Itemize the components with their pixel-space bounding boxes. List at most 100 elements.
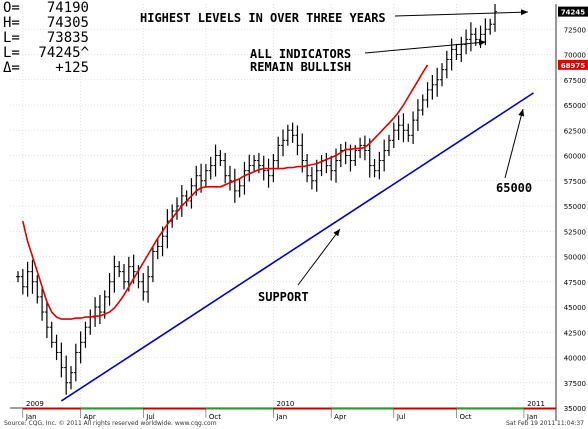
price-bar	[420, 94, 425, 116]
y-tick-label: 55000	[564, 203, 586, 211]
month-label: Jan	[275, 413, 287, 421]
price-bar	[488, 18, 493, 35]
price-bar	[83, 321, 88, 348]
period-strip	[273, 408, 332, 410]
month-label: Oct	[459, 413, 471, 421]
price-bar	[223, 152, 228, 184]
price-bar	[242, 161, 247, 195]
quote-box: O= 74190 H= 74305 L= 73835 L= 74245^ Δ= +125	[3, 1, 89, 76]
price-bar	[314, 159, 319, 192]
time-axis: Jan Apr Jul Oct Jan Apr Jul Oct Jan 2009 2010 2011	[10, 400, 556, 421]
price-bar	[266, 158, 271, 188]
support-trendline	[60, 92, 534, 402]
month-label: Jan	[25, 413, 37, 421]
year-label: 2010	[277, 400, 295, 408]
price-bar	[290, 122, 295, 143]
period-strip	[80, 408, 144, 410]
price-bar	[112, 255, 117, 293]
month-label: Apr	[334, 413, 346, 421]
y-tick-label: 57500	[564, 178, 586, 186]
y-tick-label: 65000	[564, 102, 586, 110]
price-bar	[20, 269, 25, 295]
y-tick-label: 47500	[564, 279, 586, 287]
price-bar	[382, 139, 387, 172]
price-bar	[444, 50, 449, 79]
month-label: Jul	[396, 413, 406, 421]
annotation-65000: 65000	[496, 181, 532, 195]
y-tick-label: 60000	[564, 153, 586, 161]
quote-open: O= 74190	[3, 0, 89, 16]
price-bar	[430, 74, 435, 100]
arrow-65000	[504, 108, 525, 179]
period-strip	[456, 408, 524, 410]
price-bar	[281, 129, 285, 157]
quote-low: L= 73835	[3, 30, 89, 46]
price-bar	[155, 238, 160, 260]
footer-timestamp: Sat Feb 19 2011 11:04:37	[506, 420, 584, 427]
period-strip	[523, 408, 556, 410]
month-label: Apr	[84, 413, 96, 421]
price-bar	[372, 159, 377, 178]
price-bar	[449, 38, 454, 71]
price-bar	[213, 144, 218, 177]
price-bar	[435, 67, 440, 97]
price-bar	[73, 343, 78, 382]
year-label: 2011	[527, 400, 545, 408]
ma-price-box-bg	[558, 59, 588, 70]
price-bar	[377, 151, 382, 180]
price-bar	[285, 124, 290, 146]
price-bar	[454, 43, 459, 60]
price-bar	[425, 82, 430, 108]
price-bar	[189, 178, 194, 209]
price-bar	[440, 63, 444, 87]
price-bar	[338, 143, 343, 168]
price-bar	[25, 261, 30, 297]
price-bar	[117, 261, 122, 278]
price-bar	[218, 150, 223, 167]
arrow-highest-levels	[394, 9, 529, 17]
y-tick-label: 42500	[564, 329, 586, 337]
price-bar	[69, 366, 73, 390]
month-label: Jul	[145, 413, 155, 421]
price-bar	[150, 245, 155, 283]
price-bar	[203, 164, 208, 188]
y-tick-label: 70000	[564, 52, 586, 60]
y-tick-label: 40000	[564, 355, 586, 363]
period-strip	[205, 408, 274, 410]
price-bar	[391, 122, 396, 148]
price-bar	[415, 99, 420, 132]
price-bar	[122, 264, 126, 290]
price-bar	[146, 265, 151, 303]
price-bar	[367, 138, 372, 178]
price-bar	[406, 123, 411, 142]
period-strip	[22, 408, 81, 410]
y-tick-label: 45000	[564, 304, 586, 312]
period-strip	[143, 408, 206, 410]
price-bar	[396, 115, 401, 141]
price-bar	[16, 271, 20, 283]
price-bar	[141, 273, 146, 301]
price-axis: 35000 37500 40000 42500 45000 47500 50000 52500…	[555, 4, 588, 421]
annotation-highest-levels: HIGHEST LEVELS IN OVER THREE YEARS	[140, 11, 386, 25]
month-label: Oct	[209, 413, 221, 421]
y-tick-label: 52500	[564, 228, 586, 236]
annotation-support: SUPPORT	[258, 290, 309, 304]
footer-copyright: Source: CQG, Inc. © 2011 All rights rese…	[4, 420, 217, 427]
price-bar	[175, 197, 179, 220]
price-bar	[107, 273, 112, 306]
year-label: 2009	[26, 400, 44, 408]
moving-average-line	[22, 64, 429, 320]
price-bar	[237, 179, 242, 198]
price-bar	[329, 155, 334, 181]
arrow-support	[297, 228, 341, 286]
last-price-box-bg	[558, 6, 588, 17]
price-bar	[208, 156, 213, 180]
y-tick-label: 35000	[564, 405, 586, 413]
price-bar	[78, 331, 83, 364]
arrow-all-indicators	[364, 39, 487, 54]
price-bar	[59, 342, 64, 378]
price-bar	[64, 355, 69, 395]
last-price-box-label: 74245	[561, 9, 585, 17]
price-bar	[247, 154, 252, 182]
